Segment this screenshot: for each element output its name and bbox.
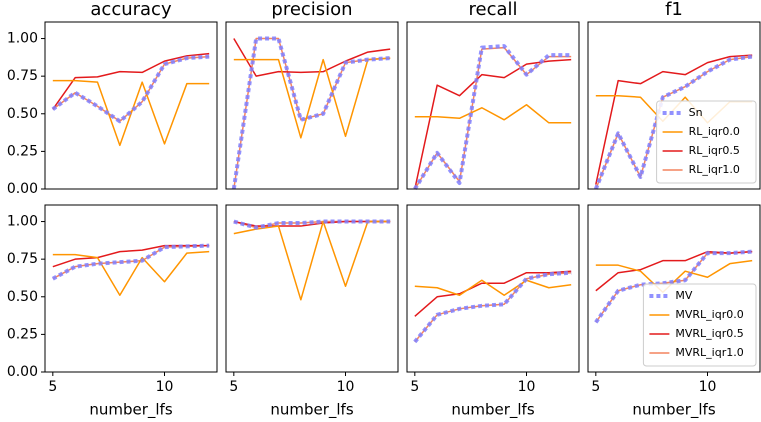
panel-title: f1 bbox=[665, 0, 683, 20]
panel-frame bbox=[44, 204, 218, 373]
series-line bbox=[414, 46, 572, 190]
y-tick-label: 1.00 bbox=[7, 214, 38, 230]
panel-frame bbox=[225, 21, 399, 190]
series-line bbox=[594, 249, 753, 324]
series-line bbox=[52, 244, 210, 268]
legend-box bbox=[656, 100, 757, 184]
series-line bbox=[595, 259, 753, 294]
legend-label: MVRL_iqr0.0 bbox=[675, 308, 743, 321]
panel-frame bbox=[44, 21, 218, 190]
x-axis-label: number_lfs bbox=[632, 401, 715, 420]
y-tick-label: 0.00 bbox=[7, 181, 38, 197]
panel-frame bbox=[225, 204, 399, 373]
panel-title: accuracy bbox=[90, 0, 172, 20]
legend-label: MVRL_iqr0.5 bbox=[675, 327, 743, 340]
panel-frame bbox=[587, 21, 761, 190]
x-tick-label: 5 bbox=[48, 379, 57, 395]
series-line bbox=[51, 243, 210, 281]
legend-box bbox=[642, 283, 757, 367]
y-tick-label: 0.25 bbox=[7, 143, 38, 159]
series-line bbox=[414, 279, 572, 297]
x-axis-label: number_lfs bbox=[270, 401, 353, 420]
y-tick-label: 0.75 bbox=[7, 68, 38, 84]
x-tick-label: 10 bbox=[518, 379, 536, 395]
panel-title: precision bbox=[271, 0, 352, 20]
legend-label: RL_iqr1.0 bbox=[689, 163, 740, 176]
y-tick-label: 0.75 bbox=[7, 251, 38, 267]
y-tick-label: 1.00 bbox=[7, 31, 38, 47]
series-line bbox=[413, 270, 572, 344]
series-line bbox=[52, 55, 210, 123]
series-line bbox=[233, 57, 391, 139]
x-tick-label: 10 bbox=[337, 379, 355, 395]
legend-label: Sn bbox=[689, 106, 703, 119]
series-line bbox=[414, 104, 572, 124]
series-line bbox=[233, 220, 391, 227]
legend-label: RL_iqr0.5 bbox=[689, 144, 740, 157]
series-line bbox=[233, 219, 391, 230]
panel-frame bbox=[587, 204, 761, 373]
series-line bbox=[593, 54, 753, 190]
x-tick-label: 5 bbox=[410, 379, 419, 395]
series-line bbox=[233, 38, 391, 77]
series-line bbox=[595, 250, 753, 292]
x-tick-label: 5 bbox=[229, 379, 238, 395]
y-tick-label: 0.25 bbox=[7, 326, 38, 342]
y-tick-label: 0.50 bbox=[7, 106, 38, 122]
legend-label: MVRL_iqr1.0 bbox=[675, 346, 743, 359]
series-line bbox=[414, 270, 572, 317]
x-axis-label: number_lfs bbox=[451, 401, 534, 420]
x-tick-label: 10 bbox=[699, 379, 717, 395]
panel-frame bbox=[406, 21, 580, 190]
legend-label: MV bbox=[675, 289, 692, 302]
series-line bbox=[414, 58, 572, 190]
legend-label: RL_iqr0.0 bbox=[689, 125, 740, 138]
y-tick-label: 0.50 bbox=[7, 289, 38, 305]
x-tick-label: 5 bbox=[591, 379, 600, 395]
panel-frame bbox=[406, 204, 580, 373]
x-tick-label: 10 bbox=[156, 379, 174, 395]
panel-title: recall bbox=[468, 0, 517, 20]
x-axis-label: number_lfs bbox=[89, 401, 172, 420]
series-line bbox=[52, 250, 210, 297]
series-line bbox=[595, 54, 753, 185]
series-line bbox=[233, 220, 391, 301]
series-line bbox=[231, 36, 391, 190]
y-tick-label: 0.00 bbox=[7, 364, 38, 380]
series-line bbox=[52, 52, 210, 110]
